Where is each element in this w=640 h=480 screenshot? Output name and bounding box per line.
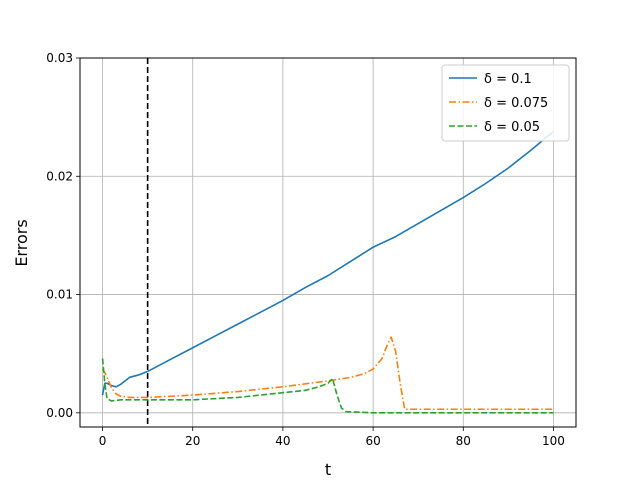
x-tick-label: 80 xyxy=(456,434,471,448)
y-axis-label: Errors xyxy=(12,219,31,266)
axis-ticks: 0 20 40 60 80 100 0.00 0.01 0.02 0.03 xyxy=(46,51,565,448)
series-line-1 xyxy=(101,336,554,411)
y-tick-label: 0.03 xyxy=(46,51,73,65)
x-axis-label: t xyxy=(325,460,331,479)
y-tick-label: 0.00 xyxy=(46,406,73,420)
x-tick-label: 20 xyxy=(185,434,200,448)
legend-label-2: δ = 0.05 xyxy=(484,120,540,135)
x-tick-label: 40 xyxy=(275,434,290,448)
legend-box xyxy=(441,64,570,142)
legend-label-1: δ = 0.075 xyxy=(484,96,548,111)
legend-label-0: δ = 0.1 xyxy=(484,72,532,87)
plot-frame xyxy=(79,57,577,428)
x-tick-label: 0 xyxy=(99,434,107,448)
legend: δ = 0.1 δ = 0.075 δ = 0.05 xyxy=(441,64,570,142)
y-tick-label: 0.01 xyxy=(46,288,73,302)
x-tick-label: 60 xyxy=(365,434,380,448)
y-tick-label: 0.02 xyxy=(46,169,73,183)
series-lines xyxy=(101,130,554,414)
series-line-0 xyxy=(101,130,554,396)
x-tick-label: 100 xyxy=(542,434,565,448)
